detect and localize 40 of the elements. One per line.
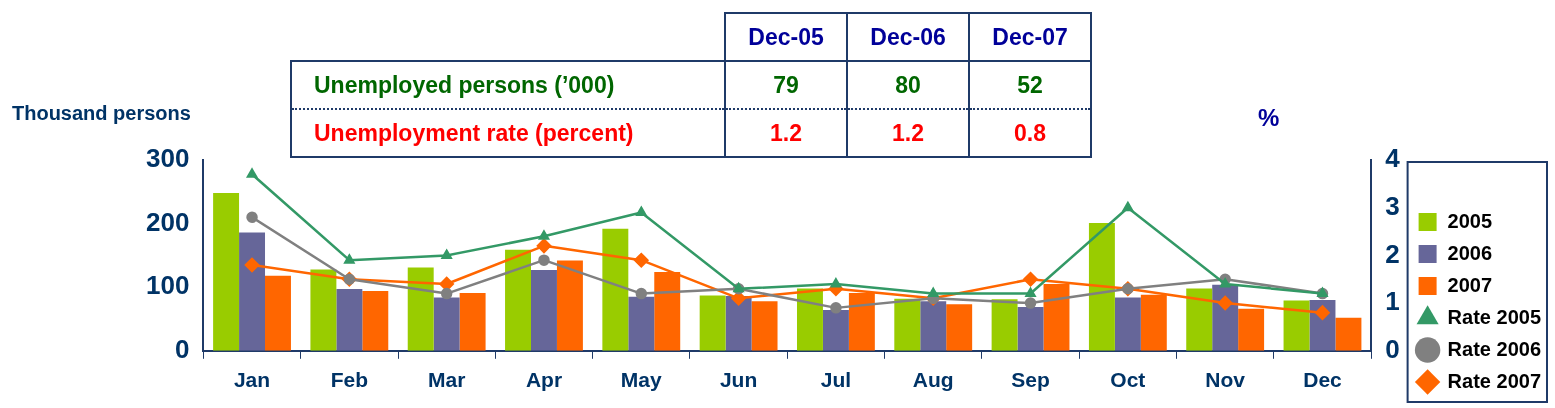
text: 1.2 [847, 109, 969, 157]
y-tick-label: 0 [174, 333, 190, 364]
y2-tick-label: 2 [1385, 238, 1400, 269]
y-axis-title: Thousand persons [12, 102, 191, 125]
x-tick-label: Aug [912, 368, 954, 392]
x-tick-label: Jun [719, 368, 758, 392]
legend-label: 2007 [1447, 273, 1493, 296]
text: 79 [725, 61, 847, 109]
text: Unemployment rate (percent) [291, 109, 725, 157]
x-tick-label: Nov [1205, 368, 1246, 392]
x-tick-label: Jan [233, 368, 271, 392]
x-tick-label: Dec [1303, 368, 1343, 392]
text: 80 [847, 61, 969, 109]
legend-label: 2005 [1447, 209, 1493, 232]
text: 0.8 [969, 109, 1091, 157]
y2-tick-label: 4 [1385, 143, 1401, 174]
x-tick-label: Sep [1011, 368, 1050, 392]
x-tick-label: Mar [427, 368, 466, 392]
y-tick-label: 100 [145, 270, 190, 301]
legend-label: Rate 2006 [1447, 337, 1542, 360]
text: Dec-07 [969, 13, 1091, 61]
x-tick-label: Oct [1110, 368, 1146, 392]
y2-tick-label: 3 [1385, 190, 1400, 221]
x-tick-label: Apr [525, 368, 563, 392]
legend-label: Rate 2007 [1447, 369, 1542, 392]
legend-label: 2006 [1447, 241, 1493, 264]
text: 52 [969, 61, 1091, 109]
text: Unemployed persons (’000) [291, 61, 725, 109]
x-tick-label: Feb [330, 368, 369, 392]
y-tick-label: 300 [145, 143, 190, 174]
x-tick-label: May [620, 368, 663, 392]
x-tick-label: Jul [820, 368, 852, 392]
y2-tick-label: 1 [1385, 286, 1400, 317]
y2-axis-title: % [1258, 104, 1280, 132]
y-tick-label: 200 [145, 206, 190, 237]
text: 1.2 [725, 109, 847, 157]
y2-tick-label: 0 [1385, 333, 1400, 364]
text: Dec-06 [847, 13, 969, 61]
text: Dec-05 [725, 13, 847, 61]
legend-label: Rate 2005 [1447, 305, 1542, 328]
